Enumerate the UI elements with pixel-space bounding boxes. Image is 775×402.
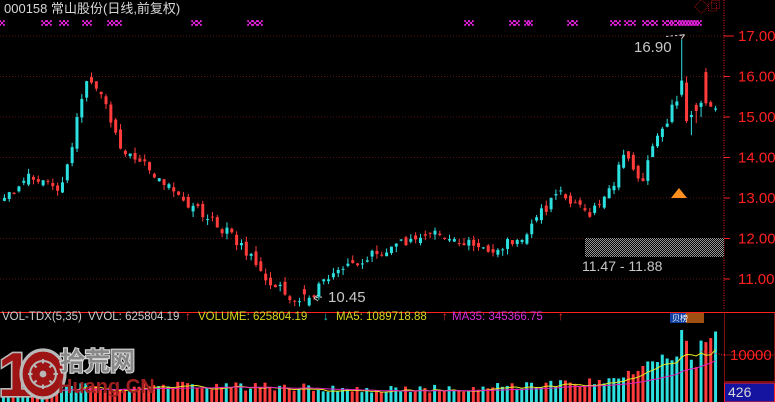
svg-text:↑: ↑ <box>558 311 564 323</box>
svg-text:000158 常山股份(日线,前复权): 000158 常山股份(日线,前复权) <box>4 1 180 16</box>
svg-text:贝榜: 贝榜 <box>672 313 688 323</box>
svg-text:MA5: 1089718.88: MA5: 1089718.88 <box>336 311 427 323</box>
svg-text:426: 426 <box>728 384 752 400</box>
svg-text:16.90: 16.90 <box>634 39 672 56</box>
svg-text:MA35: 345366.75: MA35: 345366.75 <box>452 311 543 323</box>
svg-text:↓: ↓ <box>323 311 329 323</box>
svg-text:VVOL: 625804.19: VVOL: 625804.19 <box>88 311 179 323</box>
svg-text:↑: ↑ <box>442 311 448 323</box>
svg-text:VOL-TDX(5,35): VOL-TDX(5,35) <box>2 311 82 323</box>
svg-text:15.00: 15.00 <box>738 109 775 126</box>
svg-text:12.00: 12.00 <box>738 231 775 248</box>
svg-text:14.00: 14.00 <box>738 150 775 167</box>
svg-text:拾荒网: 拾荒网 <box>60 348 135 376</box>
svg-text:10.45: 10.45 <box>328 289 366 306</box>
svg-text:10000: 10000 <box>730 347 772 364</box>
svg-text:16.00: 16.00 <box>738 69 775 86</box>
svg-text:13.00: 13.00 <box>738 190 775 207</box>
svg-text:11.47 - 11.88: 11.47 - 11.88 <box>582 258 663 274</box>
svg-text:17.00: 17.00 <box>738 28 775 45</box>
svg-text:↑: ↑ <box>185 311 191 323</box>
svg-text:VOLUME: 625804.19: VOLUME: 625804.19 <box>198 311 307 323</box>
svg-text:Huang.CN: Huang.CN <box>58 376 155 398</box>
svg-text:11.00: 11.00 <box>738 271 774 288</box>
